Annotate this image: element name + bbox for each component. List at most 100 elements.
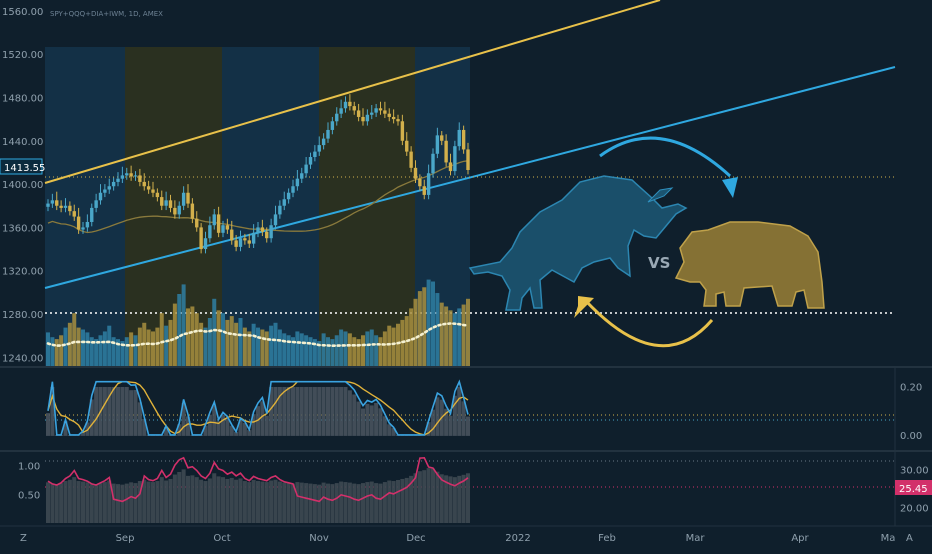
candle-body: [251, 232, 256, 244]
osc-hist-bar: [299, 387, 304, 436]
volume-bar: [137, 327, 142, 366]
candle-body: [466, 149, 470, 171]
bottom-bar: [85, 482, 90, 523]
volume-bar: [186, 308, 190, 366]
candle-body: [133, 175, 138, 177]
volume-bar: [361, 335, 365, 366]
volume-bar: [225, 319, 230, 366]
osc-hist-bar: [273, 387, 278, 436]
candle-body: [142, 181, 146, 187]
osc-hist-bar: [89, 399, 94, 436]
volume-bar: [277, 329, 282, 366]
price-tick-label: 1360.00: [2, 223, 43, 234]
bottom-bar: [216, 476, 221, 523]
candle-body: [361, 116, 365, 122]
candle-body: [409, 151, 413, 168]
bottom-bar: [221, 477, 225, 523]
bottom-bar: [369, 481, 374, 523]
bottom-bar: [59, 483, 64, 523]
left-button-label[interactable]: Z: [20, 533, 27, 544]
osc-hist-bar: [457, 387, 462, 436]
candle-body: [138, 175, 142, 182]
volume-bar: [81, 329, 85, 366]
volume-bar: [50, 337, 55, 366]
osc-hist-bar: [264, 415, 269, 436]
bottom-bar: [404, 477, 409, 523]
volume-bar: [151, 331, 155, 366]
osc-hist-bar: [326, 387, 330, 436]
volume-bar: [334, 335, 339, 366]
osc-hist-bar: [164, 426, 169, 436]
candle-body: [151, 189, 155, 193]
osc-hist-bar: [116, 387, 120, 436]
osc-hist-bar: [111, 387, 116, 436]
volume-bar: [409, 308, 414, 366]
volume-bar: [282, 333, 287, 366]
time-label: Nov: [309, 533, 329, 544]
candle-body: [120, 175, 125, 179]
volume-bar: [216, 310, 221, 366]
auto-scale-button[interactable]: A: [906, 533, 913, 544]
bottom-bar: [466, 473, 470, 523]
bottom-bar: [225, 478, 230, 523]
bottom-bar: [107, 480, 112, 523]
bottom-left-tick: 1.00: [18, 462, 40, 473]
candle-body: [313, 151, 317, 158]
candle-body: [453, 146, 457, 172]
osc-hist-bar: [107, 387, 112, 436]
volume-bar: [317, 341, 322, 366]
bottom-bar: [439, 474, 444, 523]
volume-bar: [59, 335, 64, 366]
osc-hist-bar: [291, 387, 295, 436]
bottom-bar: [295, 482, 300, 523]
bottom-bar: [46, 482, 50, 523]
volume-bar: [291, 337, 295, 366]
arrow-yellow-icon: [574, 296, 714, 348]
candle-body: [291, 186, 295, 193]
osc-hist-bar: [391, 428, 396, 436]
osc-hist-bar: [308, 387, 313, 436]
volume-bar: [229, 316, 234, 366]
bottom-bar: [247, 482, 252, 523]
bottom-bar: [334, 483, 339, 523]
bottom-bar: [286, 483, 291, 523]
candle-body: [247, 240, 251, 244]
candle-body: [339, 108, 343, 114]
candle-body: [343, 101, 348, 109]
volume-bar: [387, 325, 392, 366]
osc-hist-bar: [330, 387, 335, 436]
volume-bar: [124, 337, 129, 366]
osc-hist-bar: [321, 387, 326, 436]
channel-upper-line[interactable]: [44, 0, 661, 184]
bottom-bar: [181, 469, 186, 523]
candle-body: [94, 200, 98, 208]
zoom-left-button[interactable]: Z: [20, 533, 27, 544]
volume-bar: [369, 329, 374, 366]
volume-bar: [431, 281, 435, 366]
osc-tick-label: 0.20: [900, 383, 922, 394]
right-button-label[interactable]: A: [906, 533, 913, 544]
arrow-blue-icon: [599, 136, 738, 198]
candle-body: [59, 205, 63, 208]
bottom-bar: [212, 473, 217, 523]
bottom-bar: [89, 483, 94, 523]
osc-hist-bar: [63, 421, 68, 436]
candle-body: [396, 119, 400, 122]
bottom-bar: [207, 478, 212, 523]
osc-hist-bar: [356, 401, 361, 436]
volume-ma-dotted-line: [46, 322, 470, 348]
bottom-bar: [304, 483, 309, 523]
candle-body: [317, 145, 321, 152]
candle-body: [418, 178, 422, 187]
bottom-bar: [142, 479, 147, 523]
osc-hist-bar: [435, 397, 440, 436]
candle-body: [238, 238, 243, 247]
bottom-bar: [177, 471, 182, 523]
candle-body: [256, 227, 260, 233]
candle-body: [199, 227, 203, 250]
bottom-bar: [133, 483, 138, 523]
candle-body: [431, 153, 435, 174]
bottom-bar: [413, 473, 418, 523]
channel-lower-line[interactable]: [44, 66, 896, 289]
bottom-bar: [116, 484, 120, 523]
